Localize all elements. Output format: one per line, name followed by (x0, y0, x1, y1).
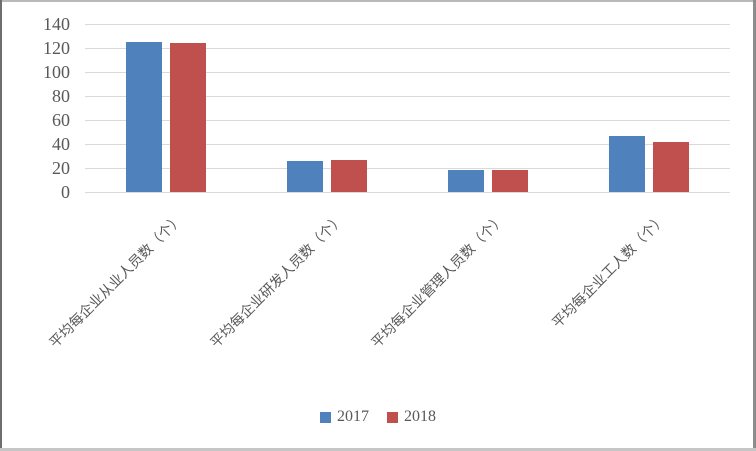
bar-2017-category-1 (286, 160, 323, 192)
gridline (85, 96, 730, 97)
y-tick-label: 0 (61, 182, 70, 202)
legend-label: 2017 (337, 408, 369, 425)
x-category-label: 平均每企业管理人员数（个） (369, 212, 509, 352)
bar-2018-category-3 (653, 141, 690, 192)
y-tick-label: 140 (43, 14, 70, 34)
legend-label: 2018 (404, 408, 436, 425)
y-tick-label: 80 (52, 86, 70, 106)
legend-swatch-2017 (320, 411, 331, 423)
gridline (85, 192, 730, 193)
gridline (85, 48, 730, 49)
frame-border-top (0, 0, 756, 2)
gridline (85, 120, 730, 121)
frame-border-left (0, 0, 2, 451)
legend-item-2018: 2018 (387, 408, 436, 426)
bar-2017-category-3 (609, 135, 646, 192)
bar-2018-category-1 (330, 159, 367, 192)
bar-2017-category-0 (125, 42, 162, 192)
bar-2018-category-2 (492, 170, 529, 192)
bar-2018-category-0 (169, 43, 206, 192)
frame-border-right (753, 0, 756, 451)
frame-border-bottom (0, 448, 756, 451)
y-tick-label: 40 (52, 134, 70, 154)
gridline (85, 24, 730, 25)
legend-swatch-2018 (387, 411, 398, 423)
gridline (85, 72, 730, 73)
x-category-label: 平均每企业工人数（个） (550, 212, 670, 332)
bar-2017-category-2 (448, 170, 485, 192)
y-tick-label: 100 (43, 62, 70, 82)
legend: 2017 2018 (0, 408, 756, 426)
x-category-label: 平均每企业从业人员数（个） (46, 212, 187, 352)
x-category-label: 平均每企业研发人员数（个） (208, 212, 348, 352)
y-tick-label: 60 (52, 110, 70, 130)
gridline (85, 144, 730, 145)
y-tick-label: 120 (43, 38, 70, 58)
gridline (85, 168, 730, 169)
legend-item-2017: 2017 (320, 408, 369, 426)
y-tick-label: 20 (52, 158, 70, 178)
